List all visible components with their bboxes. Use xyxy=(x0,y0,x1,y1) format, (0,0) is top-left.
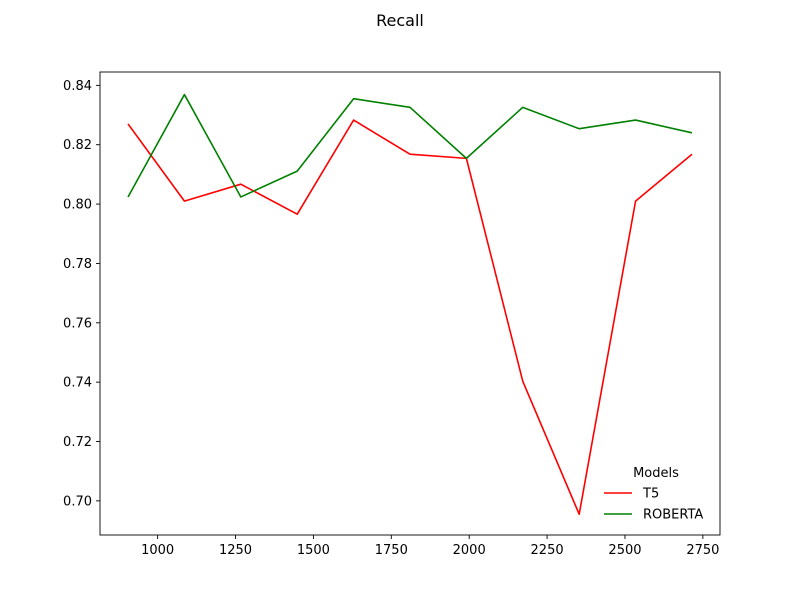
y-tick-label: 0.76 xyxy=(63,316,92,331)
y-tick-label: 0.82 xyxy=(63,138,92,153)
x-tick-label: 1500 xyxy=(297,543,330,558)
chart-title: Recall xyxy=(376,11,424,30)
y-tick-label: 0.74 xyxy=(63,376,92,391)
x-tick-label: 1250 xyxy=(219,543,252,558)
legend-title: Models xyxy=(633,466,679,481)
axes: 1000 1250 1500 1750 2000 2250 2500 2750 0.70 0.72… xyxy=(63,71,721,558)
series-line-roberta xyxy=(127,93,693,198)
legend: Models T5 ROBERTA xyxy=(604,466,703,523)
series-line-t5 xyxy=(127,119,693,516)
x-tick-label: 2000 xyxy=(453,543,486,558)
y-tick-label: 0.84 xyxy=(63,79,92,94)
x-tick-label: 2750 xyxy=(686,543,719,558)
x-tick-label: 2500 xyxy=(608,543,641,558)
x-tick-label: 1750 xyxy=(375,543,408,558)
y-tick-label: 0.80 xyxy=(63,198,92,213)
x-tick-label: 2250 xyxy=(531,543,564,558)
plot-area xyxy=(127,93,693,516)
x-tick-label: 1000 xyxy=(141,543,174,558)
y-tick-label: 0.70 xyxy=(63,494,92,509)
legend-label-t5: T5 xyxy=(642,487,659,502)
y-tick-label: 0.72 xyxy=(63,435,92,450)
legend-label-roberta: ROBERTA xyxy=(643,508,703,523)
axes-frame xyxy=(99,71,721,536)
y-tick-label: 0.78 xyxy=(63,257,92,272)
